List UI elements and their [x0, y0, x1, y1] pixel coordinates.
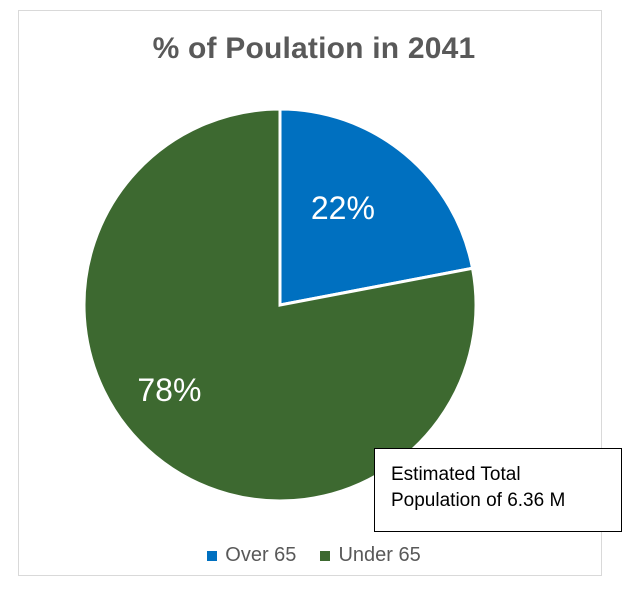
legend-label-over-65: Over 65 [225, 544, 297, 566]
data-label-under-65: 78% [137, 372, 201, 408]
legend-swatch-over-65 [207, 550, 218, 561]
legend-swatch-under-65 [320, 550, 331, 561]
legend-item-under-65: Under 65 [320, 544, 421, 567]
annotation-line-1: Estimated Total [391, 464, 521, 485]
legend-item-over-65: Over 65 [207, 544, 296, 567]
data-label-over-65: 22% [311, 190, 375, 226]
pie-slice-under-65 [82, 107, 478, 503]
legend: Over 65 Under 65 [0, 544, 628, 567]
chart-title: % of Poulation in 2041 [152, 32, 476, 65]
annotation-line-2: Population of 6.36 M [391, 490, 566, 511]
pie-slice-over-65 [278, 107, 475, 307]
legend-label-under-65: Under 65 [338, 544, 421, 566]
annotation-box: Estimated Total Population of 6.36 M [374, 448, 622, 532]
